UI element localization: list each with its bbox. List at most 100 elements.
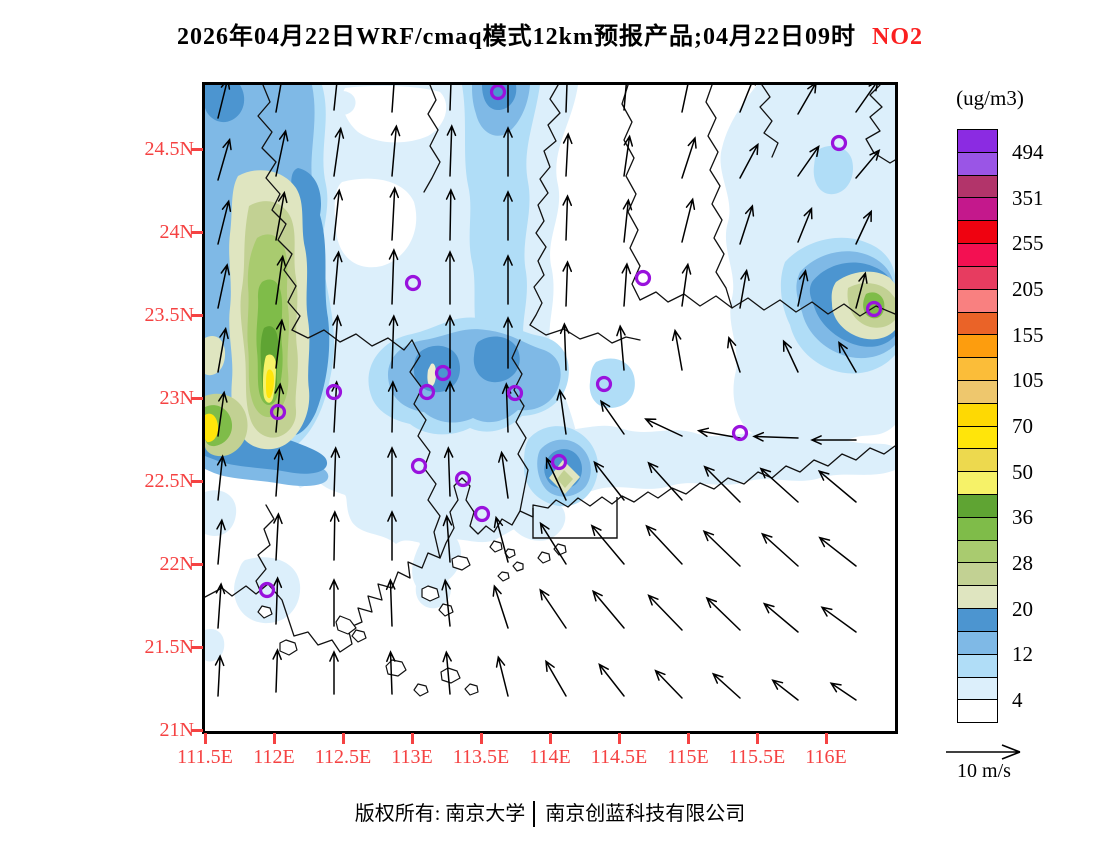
- island: [351, 629, 367, 643]
- station-marker: [410, 457, 428, 475]
- lat-tick-mark: [191, 562, 203, 566]
- wind-arrow: [855, 85, 878, 113]
- lat-tick-label: 21N: [159, 719, 194, 741]
- province-border: [865, 85, 895, 164]
- wind-arrow: [647, 461, 683, 501]
- wind-arrow: [214, 654, 225, 697]
- wind-arrow: [562, 194, 573, 241]
- colorbar-tick-label: 50: [1012, 459, 1033, 484]
- colorbar-tick-label: 205: [1012, 276, 1044, 301]
- coastline: [205, 445, 895, 653]
- wind-arrow: [333, 126, 345, 177]
- province-border: [621, 85, 641, 301]
- wind-arrow: [388, 314, 399, 369]
- colorbar-swatch: [958, 472, 997, 495]
- page-title: 2026年04月22日WRF/cmaq模式12km预报产品;04月22日09时 N…: [0, 16, 1100, 51]
- lon-tick-label: 115.5E: [728, 746, 786, 768]
- colorbar-swatch: [958, 358, 997, 381]
- lon-tick-label: 113.5E: [452, 746, 510, 768]
- title-text: 2026年04月22日WRF/cmaq模式12km预报产品;04月22日09时: [177, 24, 856, 50]
- province-border: [705, 85, 733, 309]
- lon-tick-label: 116E: [805, 746, 847, 768]
- footer-owner: 版权所有: 南京大学: [354, 803, 526, 825]
- wind-arrow: [644, 418, 683, 437]
- station-marker: [550, 453, 568, 471]
- wind-arrow: [559, 322, 570, 371]
- colorbar-swatch: [958, 700, 997, 723]
- wind-arrow: [443, 446, 454, 497]
- wind-arrow: [545, 659, 567, 697]
- wind-arrow: [599, 399, 625, 435]
- island: [464, 683, 479, 696]
- colorbar-swatch: [958, 495, 997, 518]
- wind-arrow: [645, 524, 683, 565]
- colorbar-swatch: [958, 244, 997, 267]
- wind-arrow: [495, 655, 509, 697]
- lon-tick-mark: [272, 733, 276, 744]
- wind-arrow: [333, 188, 344, 241]
- station-marker: [258, 581, 276, 599]
- province-border: [529, 324, 641, 344]
- station-marker: [404, 274, 422, 292]
- lon-tick-label: 112.5E: [314, 746, 372, 768]
- wind-arrow: [217, 199, 232, 245]
- wind-arrow: [385, 578, 396, 627]
- wind-arrow: [274, 382, 285, 433]
- wind-arrow: [503, 126, 513, 177]
- colorbar-swatch: [958, 654, 997, 678]
- wind-arrow: [591, 589, 625, 629]
- wind-arrow: [539, 588, 567, 629]
- wind-arrow: [681, 262, 692, 307]
- colorbar-tick-label: 494: [1012, 139, 1044, 164]
- wind-arrow: [329, 650, 339, 695]
- wind-arrow: [855, 271, 868, 309]
- lon-tick-mark: [686, 733, 690, 744]
- colorbar-tick-label: 105: [1012, 368, 1044, 393]
- lat-tick-label: 23N: [159, 387, 194, 409]
- colorbar-tick-label: 70: [1012, 414, 1033, 438]
- wind-arrow: [498, 450, 509, 499]
- province-border: [423, 85, 441, 193]
- wind-arrow: [681, 85, 689, 113]
- lon-tick-mark: [341, 733, 345, 744]
- station-marker: [325, 383, 343, 401]
- colorbar-tick-label: 351: [1012, 185, 1044, 210]
- wind-arrow: [387, 380, 398, 433]
- lat-tick-label: 22N: [159, 553, 194, 575]
- wind-arrow: [329, 510, 340, 561]
- colorbar-swatch: [958, 609, 997, 632]
- colorbar-swatch: [958, 586, 997, 610]
- wind-arrow: [503, 190, 513, 241]
- station-marker: [269, 403, 287, 421]
- wind-arrow: [386, 650, 396, 695]
- wind-scale-arrow: [946, 744, 1021, 760]
- wind-arrow: [442, 514, 453, 563]
- wind-arrow: [217, 390, 228, 437]
- island: [537, 551, 551, 564]
- lat-tick-mark: [191, 147, 203, 151]
- colorbar-swatch: [958, 130, 997, 153]
- lat-tick-mark: [191, 645, 203, 649]
- station-marker: [434, 364, 452, 382]
- lat-tick-label: 23.5N: [144, 304, 194, 326]
- station-marker: [454, 470, 472, 488]
- wind-arrow: [565, 85, 568, 113]
- wind-arrow: [739, 204, 755, 245]
- wind-arrow: [681, 197, 696, 243]
- title-pollutant: NO2: [871, 24, 923, 50]
- wind-arrow: [647, 594, 683, 631]
- colorbar-tick-label: 4: [1012, 688, 1023, 713]
- province-border: [639, 291, 895, 317]
- wind-arrow: [216, 454, 227, 501]
- lon-tick-mark: [410, 733, 414, 744]
- wind-arrow: [445, 380, 455, 433]
- colorbar-swatch: [958, 152, 997, 176]
- lat-tick-label: 22.5N: [144, 470, 194, 492]
- wind-arrow: [759, 467, 799, 503]
- station-marker: [830, 134, 848, 152]
- wind-arrow: [810, 435, 857, 445]
- wind-arrow: [623, 85, 627, 111]
- wind-arrow: [332, 314, 342, 369]
- island: [335, 615, 357, 635]
- station-marker: [473, 505, 491, 523]
